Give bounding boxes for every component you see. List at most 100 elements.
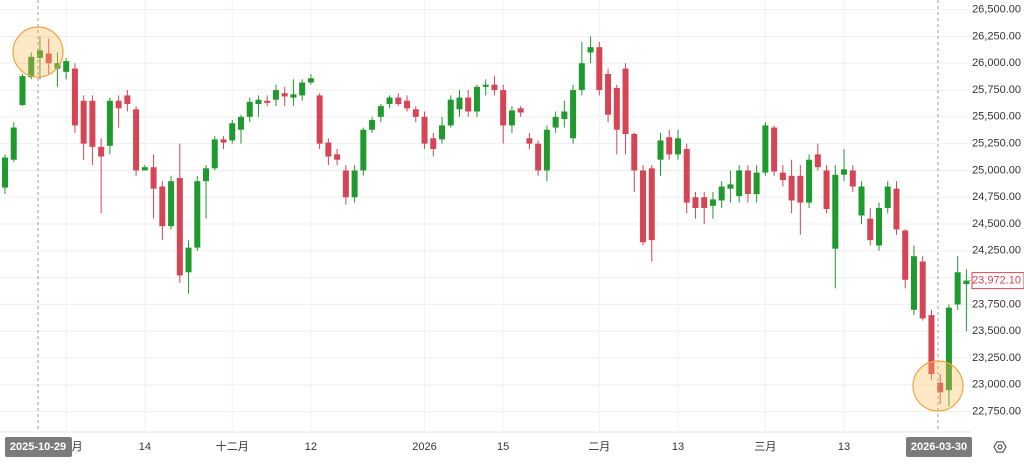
candle xyxy=(832,165,839,289)
candle-body xyxy=(351,170,358,198)
candle-body xyxy=(80,100,87,144)
candle xyxy=(2,154,8,195)
candle xyxy=(692,191,699,219)
candle-body xyxy=(168,181,175,227)
candle xyxy=(264,95,271,107)
candle xyxy=(841,149,848,182)
candle xyxy=(80,95,87,160)
candle xyxy=(858,181,865,225)
candle-body xyxy=(744,170,751,195)
candle-body xyxy=(237,116,244,130)
candle-body xyxy=(106,100,113,146)
candle xyxy=(561,100,568,128)
candle xyxy=(578,41,585,96)
candle-body xyxy=(849,170,856,187)
candle-body xyxy=(115,100,122,109)
candle xyxy=(299,79,306,101)
gear-center[interactable] xyxy=(997,444,1003,450)
candle-body xyxy=(491,84,498,91)
candle-body xyxy=(526,138,533,144)
candle xyxy=(281,86,288,107)
candle xyxy=(220,136,227,150)
candle-body xyxy=(552,116,559,128)
candle-body xyxy=(264,100,271,103)
candle-body xyxy=(928,315,935,375)
candle-body xyxy=(919,261,926,319)
candle xyxy=(473,84,480,117)
gear-icon[interactable] xyxy=(993,441,1007,453)
candle-body xyxy=(771,127,778,172)
candle xyxy=(701,191,708,225)
candle xyxy=(194,175,201,251)
candle xyxy=(211,136,218,171)
y-tick-label: 23,250.00 xyxy=(972,352,1021,364)
candle xyxy=(176,143,183,283)
y-tick-label: 22,750.00 xyxy=(972,406,1021,418)
candle-body xyxy=(2,157,8,188)
candle-body xyxy=(613,87,620,130)
candle xyxy=(71,63,78,133)
candle-body xyxy=(307,78,314,83)
candle-body xyxy=(893,188,900,230)
crosshair-date-box xyxy=(906,437,972,457)
candle xyxy=(168,175,175,230)
candle-body xyxy=(133,109,140,171)
candle xyxy=(806,154,813,208)
candle-body xyxy=(246,101,253,117)
crosshair-date-label: 2025-10-29 xyxy=(10,441,66,453)
candle-body xyxy=(543,129,550,171)
candle xyxy=(902,229,909,289)
candle xyxy=(185,240,192,294)
candle-body xyxy=(28,56,35,78)
candle xyxy=(736,165,743,203)
candle xyxy=(797,165,804,235)
candle xyxy=(945,304,952,407)
candle xyxy=(386,95,393,109)
candle-body xyxy=(517,108,524,113)
x-tick-label: 13 xyxy=(672,441,684,453)
y-tick-label: 26,250.00 xyxy=(972,30,1021,42)
candle-body xyxy=(718,186,725,201)
candle-body xyxy=(910,256,917,310)
candle-body xyxy=(640,170,647,243)
candle-body xyxy=(211,139,218,169)
candle-body xyxy=(884,186,891,208)
candle xyxy=(893,181,900,235)
y-tick-label: 25,250.00 xyxy=(972,138,1021,150)
candle xyxy=(788,159,795,214)
candle-body xyxy=(709,199,716,206)
candle xyxy=(334,149,341,166)
candle xyxy=(150,154,157,219)
candle xyxy=(508,106,515,133)
candle xyxy=(613,84,620,155)
candle-body xyxy=(465,97,472,112)
candle xyxy=(237,114,244,144)
candle xyxy=(369,116,376,133)
candle-body xyxy=(508,110,515,126)
candle xyxy=(325,138,332,166)
candle-body xyxy=(176,177,183,276)
candle-body xyxy=(727,184,734,189)
candle-body xyxy=(666,137,673,155)
candle xyxy=(919,256,926,321)
crosshair-date-box xyxy=(5,437,72,457)
candle-body xyxy=(412,109,419,117)
candle-body xyxy=(36,50,43,58)
candle xyxy=(631,132,638,192)
y-tick-label: 23,750.00 xyxy=(972,298,1021,310)
x-tick-label: 14 xyxy=(139,441,151,453)
candle xyxy=(753,165,760,203)
candle xyxy=(963,269,970,332)
candle xyxy=(823,165,830,214)
candle xyxy=(351,165,358,203)
candle xyxy=(89,95,96,166)
candle xyxy=(412,106,419,123)
candle-body xyxy=(272,90,279,100)
candle-body xyxy=(54,63,61,69)
candle xyxy=(727,170,734,203)
settings-button[interactable] xyxy=(993,441,1007,453)
candle-body xyxy=(963,280,970,285)
candle xyxy=(456,90,463,117)
x-tick-label: 13 xyxy=(838,441,850,453)
candle-body xyxy=(342,170,349,198)
